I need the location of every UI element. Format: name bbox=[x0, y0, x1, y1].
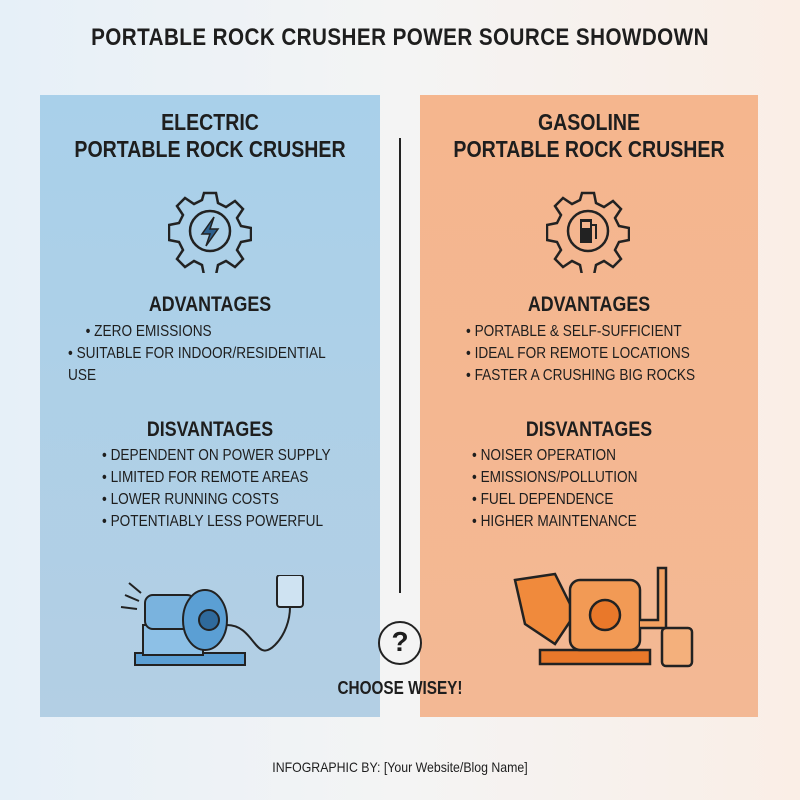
center-divider bbox=[399, 138, 401, 593]
gear-lightning-icon bbox=[168, 191, 252, 273]
list-item: ZERO EMISSIONS bbox=[86, 321, 343, 343]
list-item: POTENTIABLY LESS POWERFUL bbox=[102, 511, 331, 533]
footer-credit: INFOGRAPHIC BY: [Your Website/Blog Name] bbox=[272, 759, 528, 775]
heading-line: ELECTRIC bbox=[161, 109, 259, 135]
list-item: IDEAL FOR REMOTE LOCATIONS bbox=[466, 343, 695, 365]
list-item: HIGHER MAINTENANCE bbox=[472, 511, 637, 533]
gasoline-heading: GASOLINE PORTABLE ROCK CRUSHER bbox=[445, 109, 732, 163]
electric-crusher-illustration bbox=[120, 575, 304, 666]
electric-heading: ELECTRIC PORTABLE ROCK CRUSHER bbox=[66, 109, 355, 163]
list-item: DEPENDENT ON POWER SUPPLY bbox=[102, 445, 331, 467]
disadvantages-title: DISVANTAGES bbox=[146, 418, 274, 441]
electric-panel: ELECTRIC PORTABLE ROCK CRUSHER ADVANTAGES… bbox=[40, 95, 380, 717]
page-title: PORTABLE ROCK CRUSHER POWER SOURCE SHOWD… bbox=[91, 24, 709, 51]
electric-disadvantages-list: DEPENDENT ON POWER SUPPLY LIMITED FOR RE… bbox=[102, 445, 331, 533]
question-icon: ? bbox=[378, 621, 422, 665]
advantages-title: ADVANTAGES bbox=[148, 293, 272, 316]
list-item: FUEL DEPENDENCE bbox=[472, 489, 637, 511]
gasoline-advantages-list: PORTABLE & SELF-SUFFICIENT IDEAL FOR REM… bbox=[466, 321, 696, 387]
heading-line: PORTABLE ROCK CRUSHER bbox=[74, 136, 346, 162]
list-item: SUITABLE FOR INDOOR/RESIDENTIAL USE bbox=[68, 343, 343, 387]
list-item: LOWER RUNNING COSTS bbox=[102, 489, 331, 511]
list-item: EMISSIONS/POLLUTION bbox=[472, 467, 638, 489]
list-item: NOISER OPERATION bbox=[472, 445, 637, 467]
gasoline-disadvantages-list: NOISER OPERATION EMISSIONS/POLLUTION FUE… bbox=[472, 445, 638, 533]
list-item: PORTABLE & SELF-SUFFICIENT bbox=[466, 321, 695, 343]
advantages-title: ADVANTAGES bbox=[527, 293, 651, 316]
disadvantages-title: DISVANTAGES bbox=[525, 418, 653, 441]
gasoline-crusher-illustration bbox=[513, 566, 694, 668]
gear-fuel-pump-icon bbox=[546, 191, 630, 273]
gasoline-panel: GASOLINE PORTABLE ROCK CRUSHER ADVANTAGES… bbox=[420, 95, 758, 717]
choose-wisely-text: CHOOSE WISEY! bbox=[337, 678, 463, 698]
heading-line: PORTABLE ROCK CRUSHER bbox=[453, 136, 725, 162]
list-item: FASTER A CRUSHING BIG ROCKS bbox=[466, 365, 696, 387]
electric-advantages-list: ZERO EMISSIONS SUITABLE FOR INDOOR/RESID… bbox=[68, 321, 343, 387]
heading-line: GASOLINE bbox=[537, 109, 641, 135]
list-item: LIMITED FOR REMOTE AREAS bbox=[102, 467, 331, 489]
